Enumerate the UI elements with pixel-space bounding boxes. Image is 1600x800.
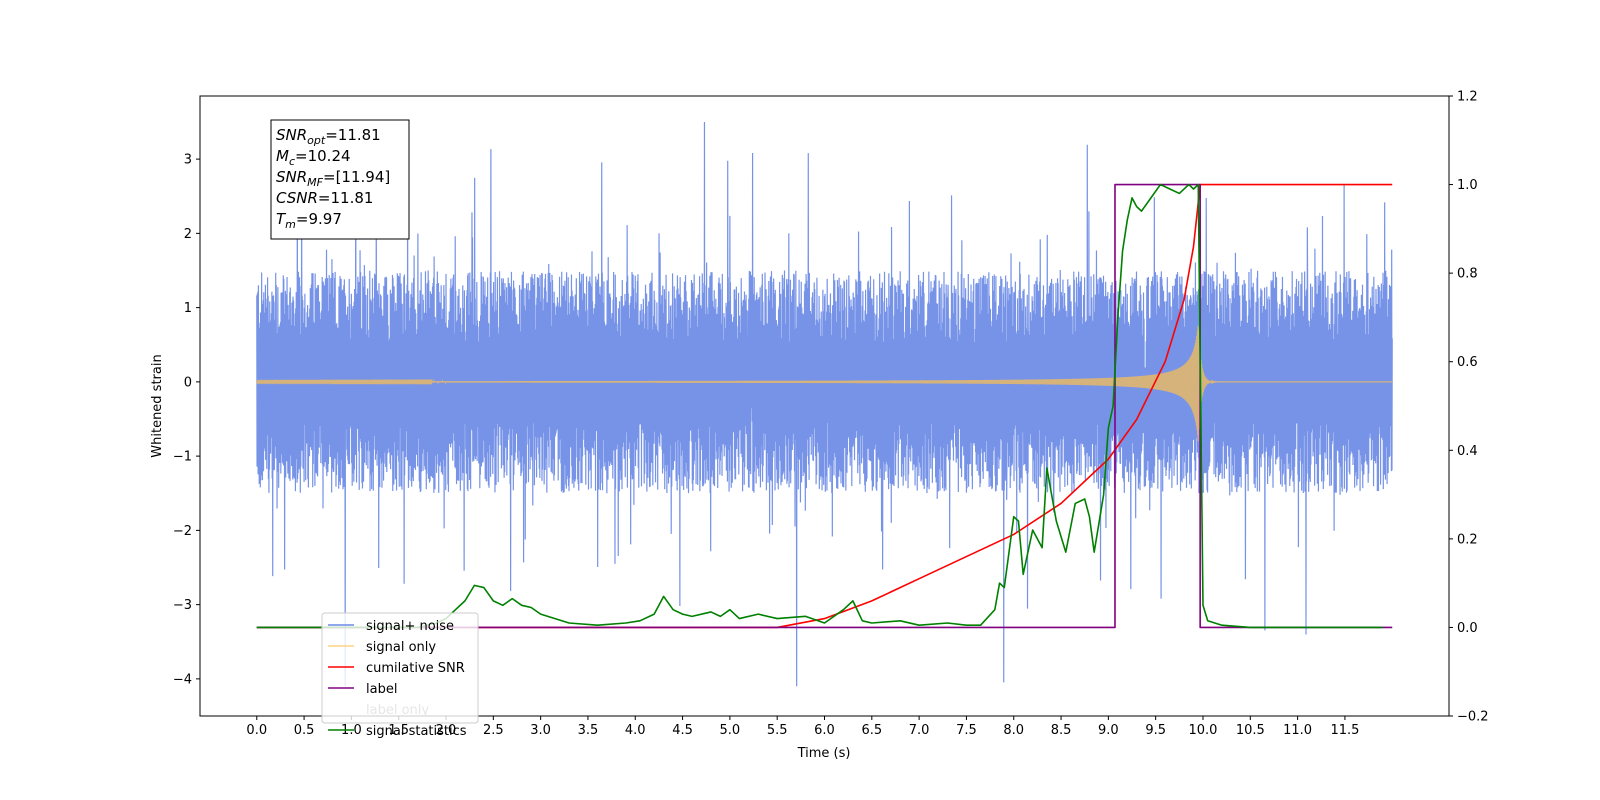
x-tick-label: 10.5 bbox=[1236, 723, 1265, 738]
series-label bbox=[256, 183, 1393, 629]
x-axis: 0.0 0.5 1.0 1.5 2.0 2.5 3.0 3.5 4.0 4.5 5.0 5.5 6.0 6… bbox=[246, 716, 1359, 738]
y-axis-right: 1.2 1.0 0.8 0.6 0.4 0.2 0.0 −0.2 bbox=[1449, 90, 1489, 725]
x-tick-label: 8.5 bbox=[1051, 723, 1072, 738]
annotation-symbol: SNR bbox=[276, 168, 307, 186]
x-tick-label: 5.5 bbox=[767, 723, 788, 738]
x-tick-label: 7.0 bbox=[909, 723, 930, 738]
annotation-line: CSNR=11.81 bbox=[276, 189, 373, 207]
x-tick-label: 9.0 bbox=[1098, 723, 1119, 738]
x-axis-label: Time (s) bbox=[797, 746, 851, 761]
y-tick-label: 2 bbox=[184, 227, 192, 242]
x-tick-label: 9.5 bbox=[1145, 723, 1166, 738]
y2-tick-label: 0.6 bbox=[1457, 355, 1478, 370]
x-tick-label: 8.0 bbox=[1003, 723, 1024, 738]
annotation-symbol: M bbox=[276, 147, 289, 165]
annotation-line: SNRMF=[11.94] bbox=[276, 168, 390, 189]
legend-frame bbox=[321, 612, 479, 724]
legend-entry: signal only bbox=[366, 640, 436, 655]
x-tick-label: 5.0 bbox=[720, 723, 741, 738]
y2-tick-label: 1.2 bbox=[1457, 90, 1478, 105]
y-axis-label: Whitened strain bbox=[150, 354, 165, 457]
series-layer bbox=[256, 121, 1393, 687]
x-tick-label: 6.5 bbox=[861, 723, 882, 738]
legend: signal+ noise signal only cumilative SNR la… bbox=[321, 612, 479, 739]
x-tick-label: 0.0 bbox=[246, 723, 267, 738]
y2-tick-label: 0.0 bbox=[1457, 621, 1478, 636]
y-tick-label: −3 bbox=[173, 598, 192, 613]
legend-entry: label bbox=[366, 682, 397, 697]
y2-tick-label: 0.2 bbox=[1457, 532, 1478, 547]
annotation-subscript: c bbox=[289, 155, 295, 168]
series-signal-plus-noise bbox=[256, 121, 1393, 687]
x-tick-label: 10.0 bbox=[1189, 723, 1218, 738]
x-tick-label: 3.5 bbox=[578, 723, 599, 738]
annotation-subscript: m bbox=[285, 218, 296, 231]
y-axis-left: 3 2 1 0 −1 −2 −3 −4 bbox=[173, 153, 200, 687]
x-tick-label: 4.5 bbox=[672, 723, 693, 738]
annotation-line: SNRopt=11.81 bbox=[276, 126, 381, 147]
x-tick-label: 3.0 bbox=[530, 723, 551, 738]
annotation-line: Mc=10.24 bbox=[276, 147, 351, 168]
y-tick-label: −1 bbox=[173, 450, 192, 465]
legend-entry: signal statistics bbox=[366, 724, 467, 739]
annotation-symbol: CSNR bbox=[276, 189, 318, 207]
annotation-value: =10.24 bbox=[295, 147, 351, 165]
legend-entry: label only bbox=[366, 703, 429, 718]
y2-tick-label: 0.8 bbox=[1457, 267, 1478, 282]
annotation-subscript: MF bbox=[307, 176, 323, 189]
x-tick-label: 11.5 bbox=[1330, 723, 1359, 738]
y-tick-label: −2 bbox=[173, 524, 192, 539]
annotation-line: Tm=9.97 bbox=[276, 210, 342, 231]
x-tick-label: 4.0 bbox=[625, 723, 646, 738]
annotation-subscript: opt bbox=[307, 134, 326, 147]
x-tick-label: 6.0 bbox=[814, 723, 835, 738]
legend-entry: cumilative SNR bbox=[366, 661, 465, 676]
series-signal-only bbox=[256, 325, 1393, 442]
x-tick-label: 1.5 bbox=[388, 723, 409, 738]
y-tick-label: 1 bbox=[184, 301, 192, 316]
x-tick-label: 11.0 bbox=[1283, 723, 1312, 738]
annotation-value: =9.97 bbox=[296, 210, 342, 228]
y2-tick-label: 1.0 bbox=[1457, 178, 1478, 193]
annotation-box: SNRopt=11.81Mc=10.24SNRMF=[11.94]CSNR=11… bbox=[270, 119, 410, 240]
y-tick-label: 3 bbox=[184, 153, 192, 168]
x-tick-label: 2.5 bbox=[483, 723, 504, 738]
annotation-frame bbox=[270, 119, 410, 240]
x-tick-label: 2.0 bbox=[436, 723, 457, 738]
annotation-value: =11.81 bbox=[325, 126, 381, 144]
x-tick-label: 7.5 bbox=[956, 723, 977, 738]
y2-tick-label: −0.2 bbox=[1457, 710, 1489, 725]
annotation-value: =[11.94] bbox=[323, 168, 390, 186]
y-tick-label: 0 bbox=[184, 375, 192, 390]
series-signal-statistics bbox=[256, 183, 1383, 629]
x-tick-label: 0.5 bbox=[294, 723, 315, 738]
annotation-value: =11.81 bbox=[318, 189, 374, 207]
annotation-symbol: T bbox=[276, 210, 287, 228]
legend-entry: signal+ noise bbox=[366, 619, 454, 634]
annotation-symbol: SNR bbox=[276, 126, 307, 144]
y2-tick-label: 0.4 bbox=[1457, 444, 1478, 459]
y-tick-label: −4 bbox=[173, 672, 192, 687]
